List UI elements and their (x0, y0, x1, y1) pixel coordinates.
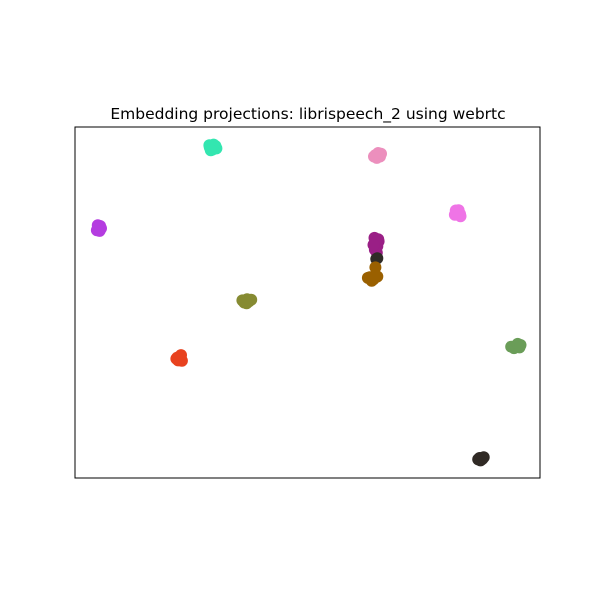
scatter-points (90, 138, 527, 467)
chart-title: Embedding projections: librispeech_2 usi… (110, 105, 505, 124)
cluster-0 (203, 138, 223, 157)
scatter-point (477, 451, 490, 464)
scatter-point (372, 147, 385, 159)
scatter-point (91, 219, 104, 232)
cluster-3 (90, 219, 107, 237)
cluster-2 (448, 204, 467, 223)
cluster-7 (236, 293, 258, 310)
cluster-10 (472, 451, 490, 467)
scatter-point (240, 297, 253, 310)
scatter-point (371, 252, 384, 265)
cluster-6 (361, 261, 384, 287)
scatter-point (175, 349, 187, 362)
plot-frame (74, 126, 541, 479)
cluster-1 (368, 147, 387, 164)
cluster-8 (505, 337, 527, 355)
scatter-point (449, 204, 462, 217)
scatter-point (514, 339, 527, 351)
scatter-point (367, 238, 380, 251)
scatter-point (361, 271, 374, 284)
cluster-9 (170, 349, 188, 367)
scatter-point (204, 144, 217, 157)
